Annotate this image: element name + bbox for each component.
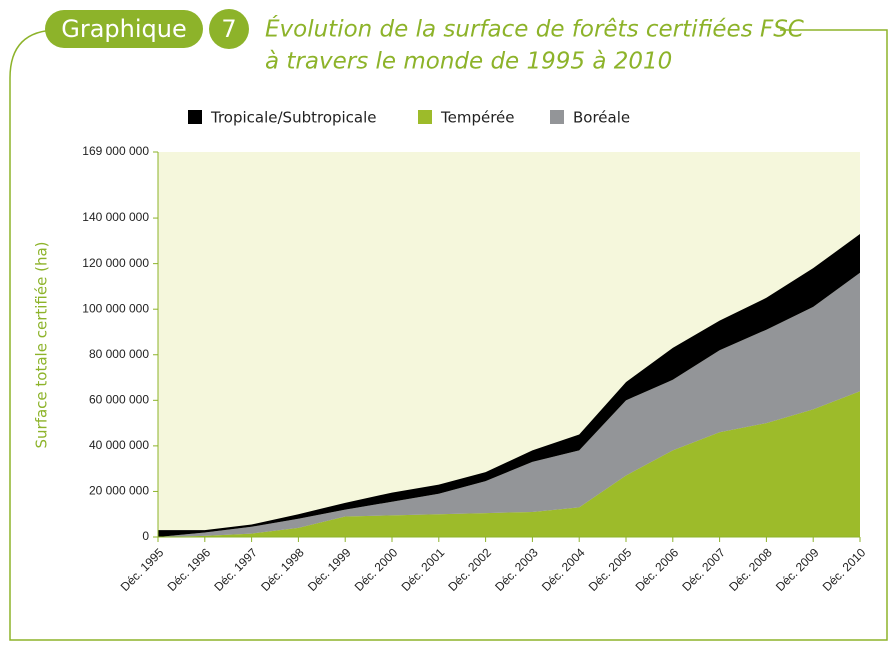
legend-swatch	[418, 110, 432, 124]
chart-title: à travers le monde de 1995 à 2010	[265, 49, 672, 75]
figure-number-badge	[209, 9, 249, 49]
legend-label: Tempérée	[440, 109, 515, 127]
x-tick-label: Déc. 2002	[445, 545, 494, 594]
y-tick-label: 80 000 000	[89, 347, 149, 361]
x-tick-label: Déc. 2009	[773, 545, 822, 594]
area	[158, 391, 860, 537]
chart-title: Évolution de la surface de forêts certif…	[265, 15, 804, 43]
x-tick-label: Déc. 2003	[492, 545, 541, 594]
legend-label: Boréale	[573, 109, 630, 127]
y-tick-label: 60 000 000	[89, 392, 149, 406]
x-tick-label: Déc. 2010	[820, 545, 869, 594]
y-axis-label: Surface totale certifiée (ha)	[33, 242, 51, 449]
frame	[9, 29, 888, 641]
y-tick-label: 0	[142, 529, 149, 543]
figure-label-pill	[45, 10, 203, 48]
y-tick-label: 140 000 000	[82, 210, 149, 224]
x-tick-label: Déc. 2007	[679, 545, 728, 594]
y-tick-label: 20 000 000	[89, 484, 149, 498]
x-tick-label: Déc. 2000	[352, 545, 401, 594]
x-tick-label: Déc. 1998	[258, 545, 307, 594]
figure-number: 7	[221, 15, 236, 43]
x-tick-label: Déc. 2006	[633, 545, 682, 594]
y-tick-label: 169 000 000	[82, 144, 149, 158]
legend-swatch	[188, 110, 202, 124]
x-tick-label: Déc. 1997	[211, 545, 260, 594]
figure-label: Graphique	[61, 15, 187, 43]
x-tick-label: Déc. 1999	[305, 545, 354, 594]
legend-swatch	[550, 110, 564, 124]
area	[158, 272, 860, 537]
x-tick-label: Déc. 2005	[586, 545, 635, 594]
x-tick-label: Déc. 1995	[118, 545, 167, 594]
y-tick-label: 40 000 000	[89, 438, 149, 452]
x-tick-label: Déc. 2001	[399, 545, 448, 594]
x-tick-label: Déc. 2008	[726, 545, 775, 594]
x-tick-label: Déc. 1996	[165, 545, 214, 594]
legend-label: Tropicale/Subtropicale	[210, 109, 377, 127]
x-tick-label: Déc. 2004	[539, 545, 588, 594]
y-tick-label: 100 000 000	[82, 301, 149, 315]
y-tick-label: 120 000 000	[82, 256, 149, 270]
